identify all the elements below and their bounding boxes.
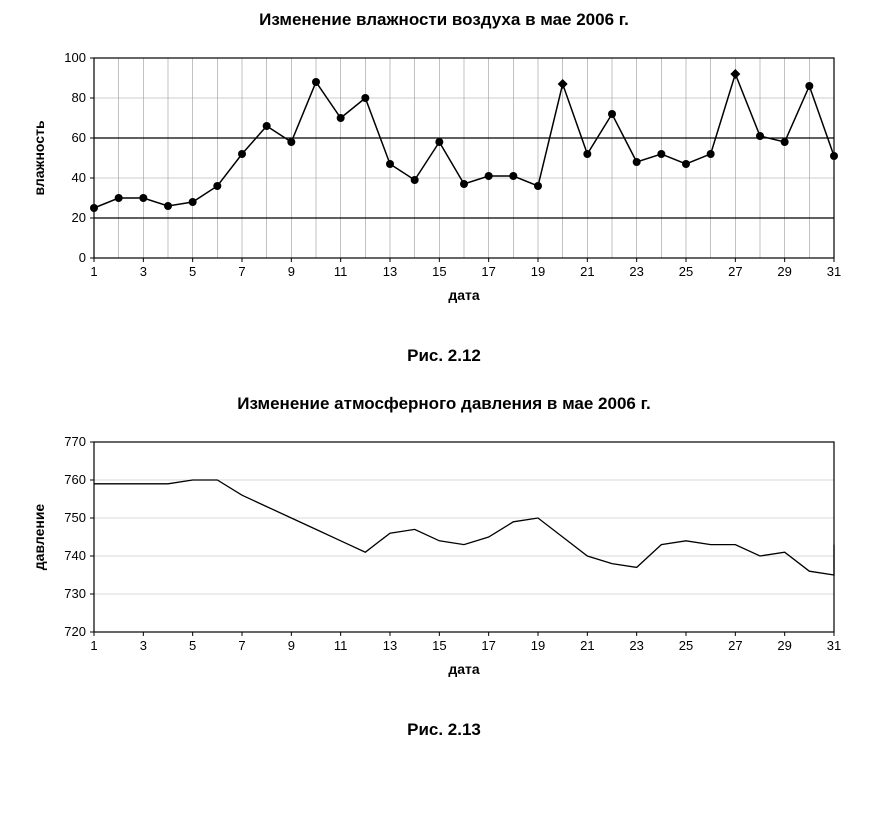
pressure-chart: 7207307407507607701357911131517192123252… xyxy=(14,432,874,702)
pressure-chart-block: Изменение атмосферного давления в мае 20… xyxy=(0,394,888,768)
svg-text:15: 15 xyxy=(432,264,446,279)
svg-text:3: 3 xyxy=(140,638,147,653)
svg-text:29: 29 xyxy=(777,638,791,653)
svg-text:7: 7 xyxy=(238,264,245,279)
svg-text:3: 3 xyxy=(140,264,147,279)
svg-text:15: 15 xyxy=(432,638,446,653)
humidity-chart: 020406080100135791113151719212325272931в… xyxy=(14,48,874,328)
svg-text:60: 60 xyxy=(72,130,86,145)
svg-text:1: 1 xyxy=(90,638,97,653)
svg-text:730: 730 xyxy=(64,586,86,601)
chart1-title: Изменение влажности воздуха в мае 2006 г… xyxy=(259,10,629,30)
humidity-chart-block: Изменение влажности воздуха в мае 2006 г… xyxy=(0,10,888,394)
page: Изменение влажности воздуха в мае 2006 г… xyxy=(0,0,888,830)
svg-text:29: 29 xyxy=(777,264,791,279)
svg-text:21: 21 xyxy=(580,638,594,653)
svg-text:5: 5 xyxy=(189,264,196,279)
svg-text:0: 0 xyxy=(79,250,86,265)
svg-text:17: 17 xyxy=(481,264,495,279)
svg-text:100: 100 xyxy=(64,50,86,65)
svg-text:720: 720 xyxy=(64,624,86,639)
svg-text:740: 740 xyxy=(64,548,86,563)
svg-text:влажность: влажность xyxy=(31,120,47,195)
svg-text:7: 7 xyxy=(238,638,245,653)
svg-text:19: 19 xyxy=(531,264,545,279)
svg-text:9: 9 xyxy=(288,264,295,279)
svg-text:21: 21 xyxy=(580,264,594,279)
svg-text:31: 31 xyxy=(827,264,841,279)
svg-text:25: 25 xyxy=(679,264,693,279)
svg-text:770: 770 xyxy=(64,434,86,449)
svg-text:20: 20 xyxy=(72,210,86,225)
svg-text:760: 760 xyxy=(64,472,86,487)
svg-text:дата: дата xyxy=(448,287,480,303)
svg-text:40: 40 xyxy=(72,170,86,185)
svg-text:25: 25 xyxy=(679,638,693,653)
svg-text:27: 27 xyxy=(728,264,742,279)
chart2-caption: Рис. 2.13 xyxy=(407,720,481,740)
svg-text:31: 31 xyxy=(827,638,841,653)
svg-text:23: 23 xyxy=(629,264,643,279)
svg-text:13: 13 xyxy=(383,264,397,279)
chart2-title: Изменение атмосферного давления в мае 20… xyxy=(237,394,650,414)
svg-text:13: 13 xyxy=(383,638,397,653)
svg-text:17: 17 xyxy=(481,638,495,653)
svg-text:19: 19 xyxy=(531,638,545,653)
chart1-caption: Рис. 2.12 xyxy=(407,346,481,366)
svg-text:23: 23 xyxy=(629,638,643,653)
svg-text:дата: дата xyxy=(448,661,480,677)
svg-text:11: 11 xyxy=(334,638,348,653)
svg-text:750: 750 xyxy=(64,510,86,525)
svg-text:давление: давление xyxy=(31,504,47,571)
svg-text:80: 80 xyxy=(72,90,86,105)
svg-text:5: 5 xyxy=(189,638,196,653)
svg-text:1: 1 xyxy=(90,264,97,279)
svg-text:11: 11 xyxy=(334,264,348,279)
svg-text:9: 9 xyxy=(288,638,295,653)
svg-text:27: 27 xyxy=(728,638,742,653)
